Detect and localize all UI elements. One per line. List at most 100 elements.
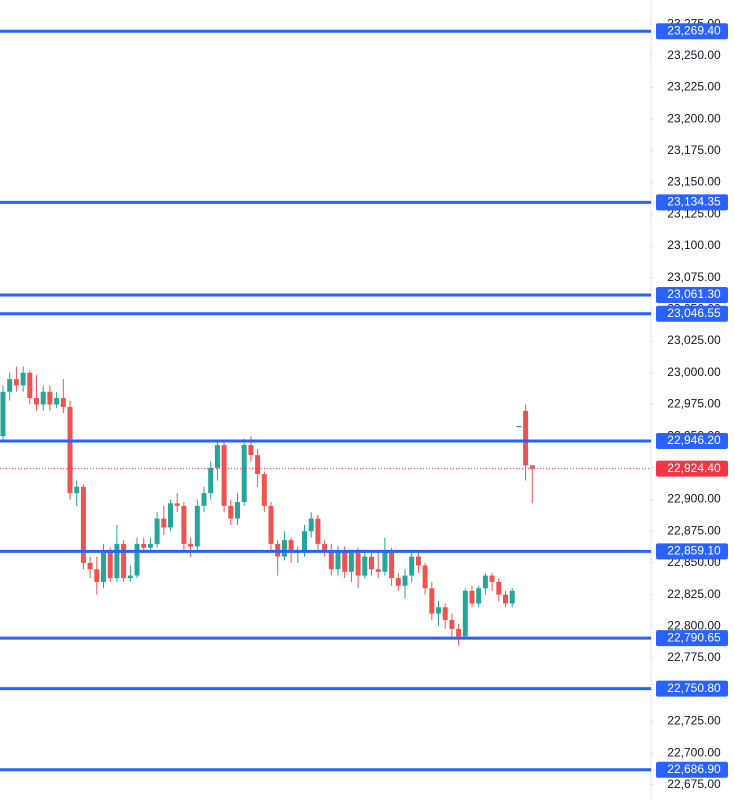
candle-body [161, 518, 167, 528]
level-label: 23,269.40 [667, 23, 721, 37]
candle-body [476, 588, 482, 604]
candle-body [0, 391, 6, 437]
candle-body [489, 575, 495, 582]
candle-body [375, 569, 381, 572]
candle-body [255, 455, 261, 475]
y-tick-label: 22,700.00 [667, 745, 721, 759]
candle-body [154, 518, 160, 544]
y-tick-label: 23,225.00 [667, 80, 721, 94]
candle-body [194, 505, 200, 547]
candle-body [141, 543, 147, 548]
candle-body [462, 590, 468, 637]
level-label: 23,061.30 [667, 287, 721, 301]
candle-body [7, 379, 13, 392]
candle-body [509, 590, 515, 604]
level-tag [656, 761, 728, 778]
candle-body [308, 518, 314, 532]
candle-body [415, 556, 421, 566]
candle-body [429, 588, 435, 614]
candle-body [27, 372, 33, 399]
candle-body [80, 486, 86, 563]
y-tick-label: 23,100.00 [667, 238, 721, 252]
candle-body [13, 379, 19, 386]
candle-body [503, 594, 508, 604]
y-tick-label: 22,975.00 [667, 397, 721, 411]
candle-body [422, 565, 428, 589]
candle-body [456, 628, 462, 637]
candle-body [60, 398, 66, 407]
candle-body [516, 425, 522, 427]
level-label: 22,750.80 [667, 681, 721, 695]
candle-body [315, 518, 321, 544]
y-tick-label: 22,675.00 [667, 777, 721, 791]
level-tag [656, 287, 728, 304]
candle-body [342, 550, 348, 572]
candle-body [469, 590, 475, 604]
candle-body [529, 465, 535, 469]
candle-body [328, 550, 334, 570]
candle-body [496, 581, 502, 595]
candle-body [348, 552, 354, 572]
y-tick-label: 23,025.00 [667, 333, 721, 347]
candle-body [442, 607, 448, 620]
candle-body [221, 445, 227, 506]
candle-body [261, 474, 267, 506]
y-tick-label: 22,825.00 [667, 587, 721, 601]
candle-body [121, 543, 127, 579]
y-tick-label: 22,725.00 [667, 714, 721, 728]
y-tick-label: 22,775.00 [667, 650, 721, 664]
y-tick-label: 22,900.00 [667, 492, 721, 506]
candle-body [208, 467, 214, 494]
candle-body [355, 552, 361, 576]
candle-body [235, 502, 240, 519]
candle-body [74, 486, 80, 494]
candle-body [34, 398, 39, 405]
candle-body [127, 575, 133, 579]
candle-body [228, 505, 234, 519]
level-label: 22,686.90 [667, 762, 721, 776]
y-tick-label: 22,800.00 [667, 618, 721, 632]
y-tick-label: 23,075.00 [667, 270, 721, 284]
candle-body [436, 607, 441, 614]
candle-body [101, 550, 106, 582]
candle-body [322, 543, 328, 551]
candle-body [181, 505, 187, 544]
candle-body [288, 540, 294, 553]
candle-body [147, 543, 153, 548]
candle-body [40, 391, 46, 405]
level-tag [656, 630, 728, 647]
level-tag [656, 680, 728, 697]
candle-body [188, 543, 194, 547]
candle-body [402, 575, 408, 586]
candle-body [94, 569, 100, 582]
last-price-tag [656, 460, 728, 477]
candle-body [369, 556, 374, 570]
candle-body [87, 562, 93, 570]
candle-body [523, 410, 529, 466]
candle-body [281, 540, 287, 557]
candle-body [168, 503, 173, 528]
candle-body [47, 391, 53, 405]
candle-body [482, 575, 488, 589]
level-tag [656, 23, 728, 40]
level-tag [656, 305, 728, 322]
candle-body [67, 406, 73, 494]
level-tag [656, 432, 728, 449]
candle-body [201, 493, 207, 506]
y-tick-label: 23,000.00 [667, 365, 721, 379]
y-tick-label: 22,875.00 [667, 523, 721, 537]
level-label: 22,859.10 [667, 544, 721, 558]
level-label: 23,046.55 [667, 306, 721, 320]
candle-body [389, 550, 395, 579]
candle-body [268, 505, 274, 544]
candle-body [382, 550, 388, 572]
candle-body [395, 578, 401, 586]
candle-body [54, 398, 60, 405]
candle-body [449, 619, 455, 629]
candle-body [409, 556, 415, 576]
level-label: 23,134.35 [667, 195, 721, 209]
candle-body [134, 543, 140, 576]
level-label: 22,790.65 [667, 630, 721, 644]
